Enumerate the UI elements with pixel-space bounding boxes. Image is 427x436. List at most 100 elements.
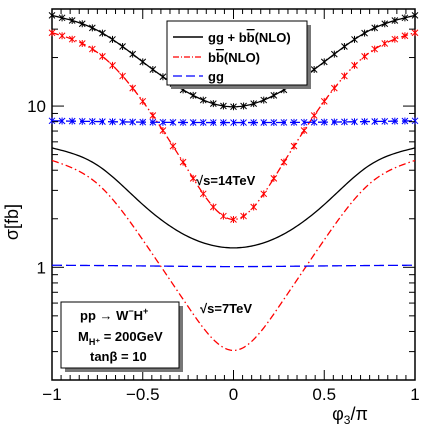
series-marker-1-11 [159, 127, 167, 135]
series-marker-2-35 [401, 117, 409, 125]
series-marker-0-15 [199, 96, 207, 104]
series-marker-1-12 [169, 142, 177, 150]
series-line-5 [51, 264, 416, 268]
info-box-frame [60, 301, 180, 369]
x-tick-label-2: 0 [229, 385, 238, 404]
legend-bbar-bb: b [216, 50, 224, 65]
info-mass-sub: H⁺ [89, 337, 100, 347]
series-marker-1-25 [300, 127, 308, 135]
series-marker-1-21 [260, 190, 268, 198]
series-marker-0-9 [139, 58, 147, 66]
series-marker-1-7 [119, 72, 126, 80]
info-h: H [134, 308, 143, 323]
series-marker-1-16 [209, 203, 217, 211]
annotation-14tev: √s=14TeV [196, 173, 256, 188]
legend-label-gg: gg [208, 69, 224, 84]
series-marker-0-18 [230, 103, 237, 111]
series-line-3 [51, 147, 416, 249]
series-marker-0-33 [381, 20, 389, 28]
series-marker-1-20 [250, 203, 258, 211]
series-layer [48, 11, 419, 352]
series-marker-2-25 [300, 118, 308, 126]
series-marker-1-23 [280, 158, 288, 166]
series-marker-1-33 [381, 39, 389, 47]
series-marker-1-31 [361, 52, 368, 60]
legend: gg + bb(NLO) bb(NLO) gg [166, 20, 311, 89]
series-marker-2-8 [129, 118, 137, 126]
series-marker-0-1 [58, 14, 66, 22]
info-mass: MH⁺ = 200GeV [78, 329, 163, 347]
series-marker-0-3 [78, 20, 86, 28]
series-marker-2-22 [270, 118, 278, 126]
series-marker-2-32 [371, 117, 379, 125]
series-marker-2-28 [330, 118, 338, 126]
series-marker-2-27 [320, 118, 328, 126]
legend-label-total: gg + bb(NLO) [208, 30, 291, 45]
series-marker-1-9 [139, 97, 147, 105]
series-marker-2-24 [290, 118, 298, 126]
series-marker-2-16 [209, 119, 217, 127]
series-marker-2-9 [139, 118, 147, 126]
series-marker-1-2 [68, 35, 76, 43]
series-marker-0-31 [361, 29, 368, 37]
series-marker-2-1 [58, 117, 66, 125]
series-marker-2-11 [159, 118, 167, 126]
series-marker-1-4 [88, 45, 96, 53]
series-marker-1-24 [290, 142, 298, 150]
series-marker-0-21 [260, 96, 268, 104]
series-marker-2-0 [48, 117, 56, 125]
legend-box [166, 20, 308, 86]
series-marker-2-31 [361, 118, 368, 126]
info-h-sup: + [143, 306, 148, 316]
series-marker-1-0 [48, 29, 56, 37]
series-marker-1-13 [179, 158, 187, 166]
series-marker-0-14 [189, 91, 197, 99]
x-tick-label-4: 1 [410, 385, 419, 404]
legend-label-bb: bb(NLO) [208, 50, 260, 65]
series-marker-2-6 [109, 118, 116, 126]
series-marker-2-18 [230, 119, 237, 127]
series-marker-1-36 [411, 29, 419, 37]
series-marker-2-30 [351, 118, 358, 126]
series-marker-1-22 [270, 174, 278, 182]
series-marker-1-29 [341, 72, 348, 80]
axes-layer: −1 −0.5 0 0.5 1 1 10 [27, 8, 420, 404]
x-axis-title: φ3/π [332, 404, 368, 427]
series-marker-0-10 [149, 65, 157, 73]
series-marker-0-5 [99, 29, 106, 37]
series-marker-2-26 [310, 118, 318, 126]
x-tick-label-3: 0.5 [312, 385, 336, 404]
y-axis-title: σ[fb] [2, 204, 22, 240]
series-marker-0-17 [220, 102, 227, 110]
series-marker-0-2 [68, 17, 76, 25]
series-marker-0-11 [159, 73, 167, 81]
series-line-4 [51, 159, 416, 352]
series-marker-2-17 [220, 119, 227, 127]
series-marker-0-27 [320, 58, 328, 66]
series-marker-2-3 [78, 117, 86, 125]
series-marker-0-16 [209, 100, 217, 108]
series-marker-2-34 [391, 117, 399, 125]
series-marker-2-2 [68, 117, 76, 125]
x-axis-title-phi: φ [332, 404, 344, 424]
series-marker-2-21 [260, 119, 268, 127]
series-marker-1-26 [310, 112, 318, 120]
process-info-box: pp → W−H+ MH⁺ = 200GeV tanβ = 10 [60, 301, 183, 372]
series-marker-1-19 [240, 212, 247, 220]
series-marker-0-28 [330, 50, 338, 58]
series-marker-0-6 [109, 35, 116, 43]
annotation-7tev: √s=7TeV [200, 301, 252, 316]
series-marker-0-7 [119, 43, 126, 51]
info-process: pp → W−H+ [80, 306, 148, 323]
series-marker-1-27 [320, 97, 328, 105]
series-marker-1-10 [149, 112, 157, 120]
series-marker-0-22 [270, 91, 278, 99]
y-tick-label-0: 1 [37, 258, 46, 277]
x-tick-label-0: −1 [42, 385, 61, 404]
series-marker-1-32 [371, 45, 379, 53]
series-marker-2-5 [99, 118, 106, 126]
series-marker-2-13 [179, 118, 187, 126]
series-marker-1-34 [391, 35, 399, 43]
x-axis-title-rest: /π [350, 404, 367, 424]
series-marker-2-15 [199, 119, 207, 127]
